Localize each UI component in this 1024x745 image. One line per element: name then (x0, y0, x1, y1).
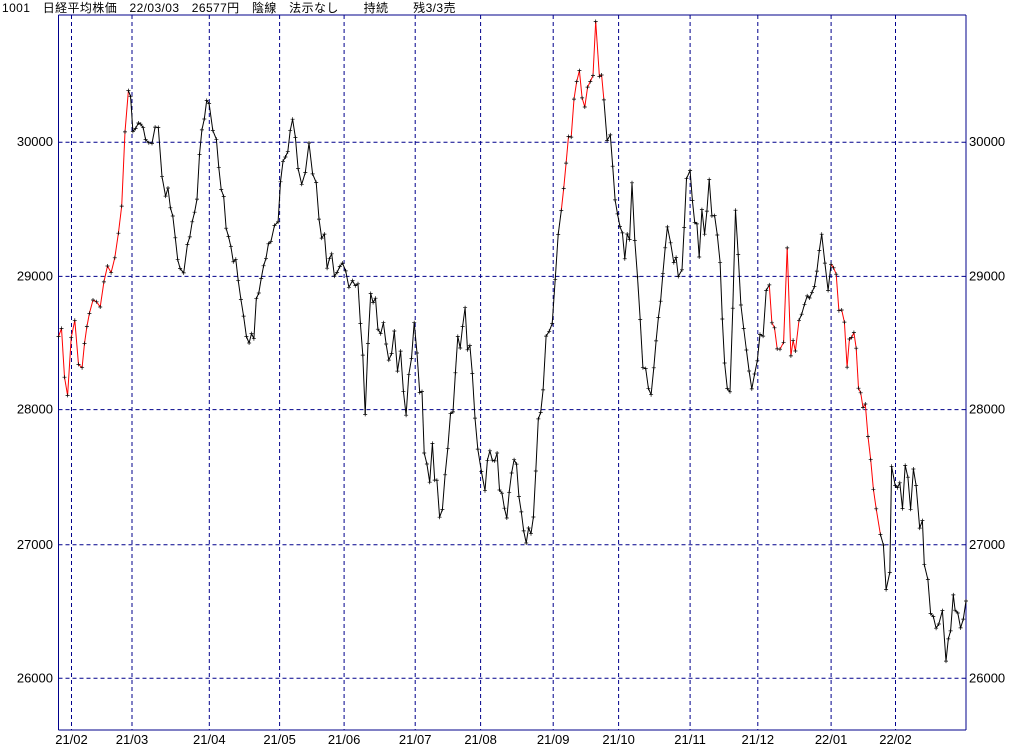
svg-text:21/04: 21/04 (193, 732, 226, 745)
svg-text:27000: 27000 (969, 537, 1005, 552)
svg-text:29000: 29000 (969, 268, 1005, 283)
svg-text:21/10: 21/10 (602, 732, 635, 745)
svg-text:21/03: 21/03 (116, 732, 149, 745)
svg-text:21/11: 21/11 (674, 732, 706, 745)
svg-text:30000: 30000 (969, 134, 1005, 149)
svg-text:29000: 29000 (17, 268, 53, 283)
svg-text:21/07: 21/07 (399, 732, 432, 745)
svg-text:21/05: 21/05 (263, 732, 296, 745)
svg-text:21/08: 21/08 (464, 732, 497, 745)
svg-text:26000: 26000 (969, 670, 1005, 685)
svg-text:21/06: 21/06 (328, 732, 361, 745)
svg-text:28000: 28000 (17, 402, 53, 417)
svg-text:21/12: 21/12 (742, 732, 775, 745)
svg-text:22/01: 22/01 (815, 732, 848, 745)
svg-text:22/02: 22/02 (879, 732, 912, 745)
svg-text:21/09: 21/09 (537, 732, 570, 745)
svg-text:27000: 27000 (17, 537, 53, 552)
svg-text:28000: 28000 (969, 402, 1005, 417)
svg-text:21/02: 21/02 (55, 732, 88, 745)
svg-text:26000: 26000 (17, 670, 53, 685)
svg-text:30000: 30000 (17, 134, 53, 149)
